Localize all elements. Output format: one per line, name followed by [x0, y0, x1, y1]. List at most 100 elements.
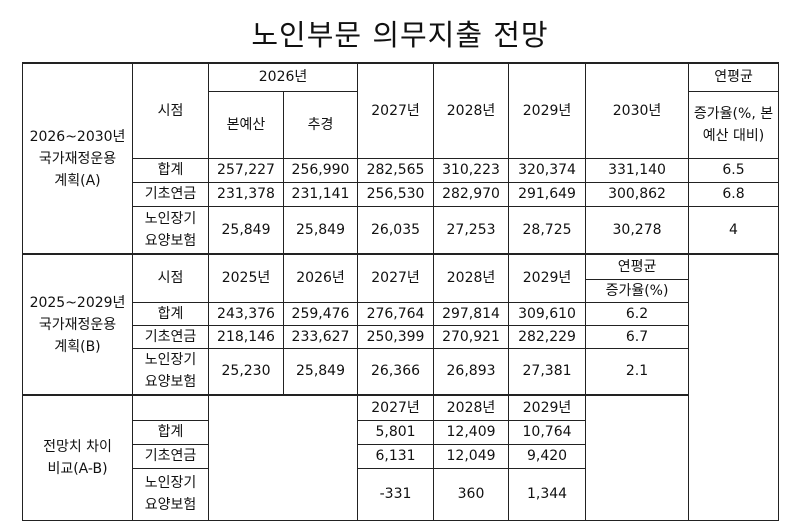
cell: 309,610 — [508, 301, 587, 326]
cell: 282,970 — [433, 181, 510, 207]
cell: 331,140 — [585, 157, 690, 183]
cell: 25,849 — [282, 205, 359, 255]
cell: 291,649 — [508, 181, 587, 207]
cell: 256,990 — [282, 157, 359, 183]
blank-cell — [207, 394, 359, 521]
cell: 1,344 — [508, 467, 587, 521]
cell: 6,131 — [357, 443, 435, 469]
row-label: 기초연금 — [132, 181, 209, 207]
cell: 12,049 — [433, 443, 510, 469]
cell: 276,764 — [357, 301, 435, 326]
row-label: 기초연금 — [132, 324, 209, 349]
header-cell: 2026년 — [282, 253, 359, 303]
table-row: 기초연금 231,378 231,141 256,530 282,970 291,649 3… — [23, 181, 780, 207]
cell: 218,146 — [208, 324, 284, 349]
cell: 5,801 — [357, 419, 435, 445]
table-row: 노인장기 요양보험 -331 360 1,344 — [23, 467, 779, 521]
cell: 231,141 — [282, 181, 359, 207]
header-cell: 시점 — [132, 253, 209, 303]
cell: 297,814 — [433, 301, 510, 326]
header-cell: 2029년 — [508, 253, 587, 303]
table-row: 기초연금 218,146 233,627 250,399 270,921 282,229 6… — [23, 324, 779, 349]
row-label: 노인장기 요양보험 — [132, 347, 209, 396]
row-label: 기초연금 — [132, 443, 209, 469]
row-label: 합계 — [132, 157, 209, 183]
table: 2026~2030년 국가재정운용 계획(A) 시점 2026년 2027년 2028년… — [22, 62, 780, 521]
blank-cell — [688, 253, 780, 521]
header-cell: 연평균 — [688, 62, 780, 92]
cell: 12,409 — [433, 419, 510, 445]
row-label: 노인장기 요양보험 — [132, 205, 209, 255]
blank-cell — [132, 394, 209, 421]
header-cell: 2027년 — [357, 394, 435, 421]
header-cell: 시점 — [132, 62, 209, 159]
header-cell: 증가율(%, 본 예산 대비) — [688, 90, 780, 159]
cell: 25,849 — [282, 347, 359, 396]
cell: 28,725 — [508, 205, 587, 255]
cell: 2.1 — [585, 347, 690, 396]
table-body: 2026~2030년 국가재정운용 계획(A) 시점 2026년 2027년 2028년… — [22, 62, 780, 521]
cell: 360 — [433, 467, 510, 521]
section-label: 2025~2029년 국가재정운용 계획(B) — [22, 253, 133, 396]
cell: 25,849 — [208, 205, 284, 255]
cell: 4 — [688, 205, 780, 255]
cell: 26,366 — [357, 347, 435, 396]
row-label: 합계 — [132, 301, 209, 326]
cell: 282,229 — [508, 324, 587, 349]
section-label: 전망치 차이 비교(A-B) — [22, 394, 133, 521]
cell: -331 — [357, 467, 435, 521]
cell: 26,893 — [433, 347, 510, 396]
cell: 25,230 — [208, 347, 284, 396]
cell: 6.5 — [688, 157, 780, 183]
table-row: 기초연금 6,131 12,049 9,420 — [23, 443, 779, 469]
header-cell: 2027년 — [357, 253, 435, 303]
table-row: 합계 257,227 256,990 282,565 310,223 320,374 331… — [23, 157, 780, 183]
table-row: 합계 5,801 12,409 10,764 — [23, 419, 779, 445]
table-row: 전망치 차이 비교(A-B) 2027년 2028년 2029년 — [22, 394, 779, 521]
cell: 10,764 — [508, 419, 587, 445]
cell: 233,627 — [282, 324, 359, 349]
header-cell: 2029년 — [508, 62, 587, 159]
cell: 27,253 — [433, 205, 510, 255]
header-cell: 추경 — [282, 90, 359, 159]
cell: 6.7 — [585, 324, 690, 349]
cell: 320,374 — [508, 157, 587, 183]
cell: 26,035 — [357, 205, 435, 255]
cell: 300,862 — [585, 181, 690, 207]
section-label: 2026~2030년 국가재정운용 계획(A) — [22, 62, 133, 255]
title: 노인부문 의무지출 전망 — [251, 18, 549, 52]
header-cell: 2029년 — [508, 394, 587, 421]
row-label: 노인장기 요양보험 — [132, 467, 209, 521]
cell: 6.8 — [688, 181, 780, 207]
cell: 257,227 — [208, 157, 284, 183]
cell: 270,921 — [433, 324, 510, 349]
header-cell: 본예산 — [208, 90, 284, 159]
cell: 256,530 — [357, 181, 435, 207]
header-cell: 2026년 — [207, 62, 359, 92]
header-cell: 2025년 — [208, 253, 284, 303]
table-row: 합계 243,376 259,476 276,764 297,814 309,610 6.2 — [23, 301, 779, 326]
cell: 282,565 — [357, 157, 435, 183]
header-cell: 연평균 — [585, 253, 690, 280]
cell: 9,420 — [508, 443, 587, 469]
header-cell: 증가율(%) — [585, 278, 690, 303]
cell: 27,381 — [508, 347, 587, 396]
header-cell: 2028년 — [433, 394, 510, 421]
table-row: 2026~2030년 국가재정운용 계획(A) 시점 2026년 2027년 2028년… — [22, 62, 780, 255]
header-cell: 2028년 — [433, 62, 510, 159]
row-label: 합계 — [132, 419, 209, 445]
header-cell: 2027년 — [357, 62, 435, 159]
cell: 30,278 — [585, 205, 690, 255]
cell: 250,399 — [357, 324, 435, 349]
cell: 259,476 — [282, 301, 359, 326]
header-cell: 2028년 — [433, 253, 510, 303]
cell: 310,223 — [433, 157, 510, 183]
cell: 231,378 — [208, 181, 284, 207]
table-row: 2025~2029년 국가재정운용 계획(B) 시점 2025년 2026년 2027년… — [22, 253, 780, 521]
cell: 6.2 — [585, 301, 690, 326]
table-row: 노인장기 요양보험 25,849 25,849 26,035 27,253 28,725 3… — [23, 205, 780, 255]
table-row: 노인장기 요양보험 25,230 25,849 26,366 26,893 27,381 2… — [23, 347, 779, 396]
blank-cell — [585, 394, 690, 521]
cell: 243,376 — [208, 301, 284, 326]
